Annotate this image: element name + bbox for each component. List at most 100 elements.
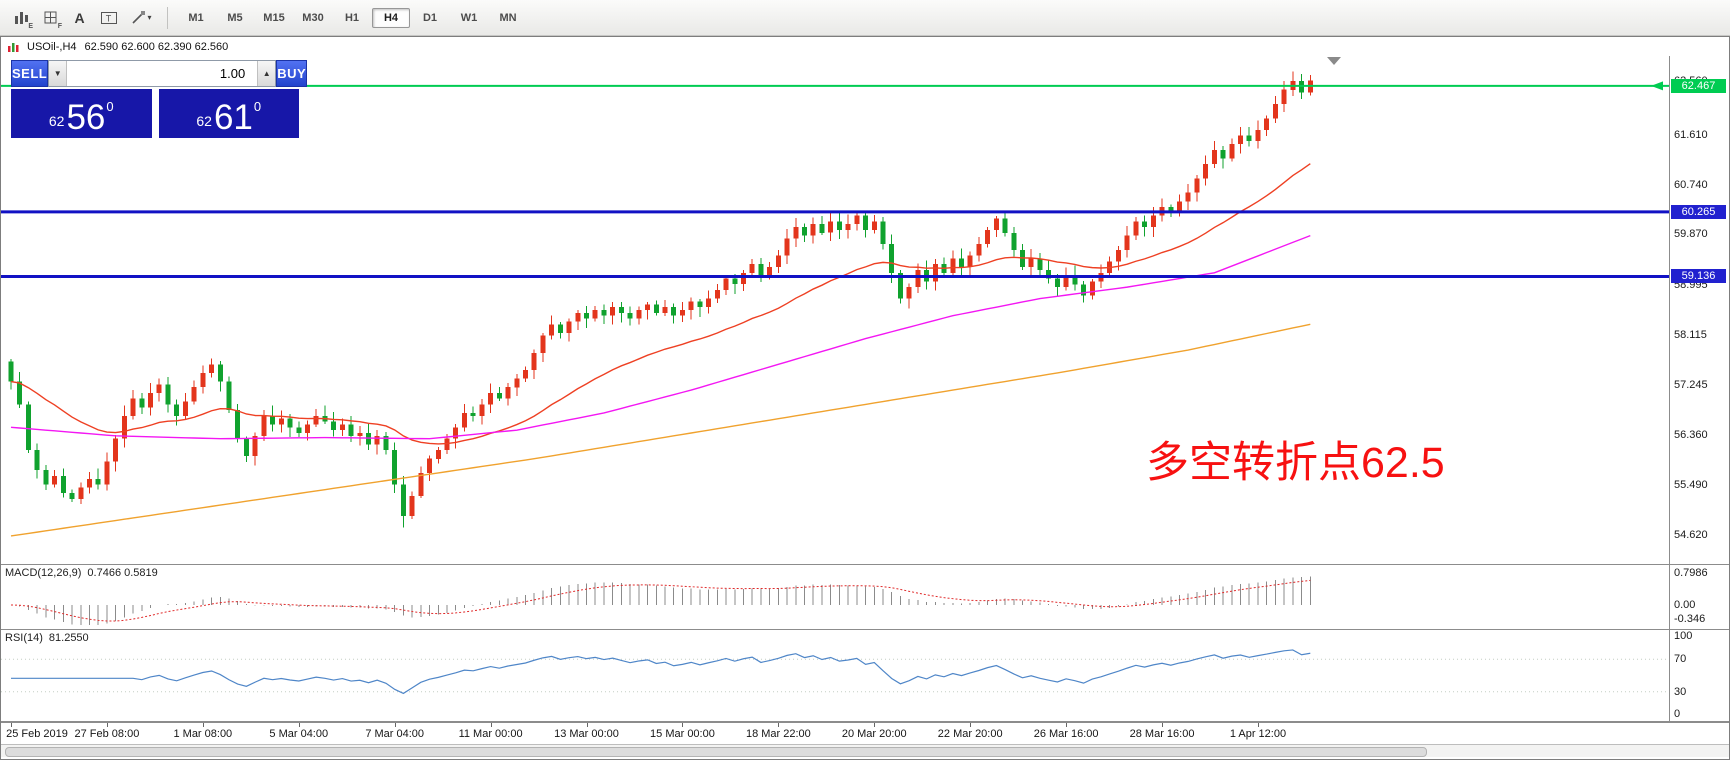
price-tag-60.265: 60.265 <box>1671 204 1726 219</box>
main-chart-panel[interactable]: SELL ▼ ▲ BUY 62 56 0 62 61 0 <box>1 56 1729 564</box>
grid-glyph <box>44 11 56 23</box>
time-axis[interactable]: 25 Feb 2019 27 Feb 08:00 1 Mar 08:00 5 Mar … <box>1 722 1729 744</box>
time-tick <box>106 723 108 727</box>
time-label: 15 Mar 00:00 <box>650 728 715 740</box>
price-axis-label: 57.245 <box>1674 378 1708 391</box>
time-label: 20 Mar 20:00 <box>841 728 907 740</box>
price-axis-label: 60.740 <box>1674 178 1708 191</box>
sell-button[interactable]: SELL <box>11 60 49 87</box>
price-axis-label: 58.115 <box>1674 328 1707 341</box>
rsi-axis[interactable]: 100 70 30 0 <box>1669 630 1729 721</box>
timeframe-button-group: M1 M5 M15 M30 H1 H4 D1 W1 MN <box>177 7 527 28</box>
buy-button[interactable]: BUY <box>276 60 308 87</box>
timeframe-button-H1[interactable]: H1 <box>344 11 360 24</box>
macd-axis-label: 0.7986 <box>1674 567 1708 580</box>
bid-price-display[interactable]: 62 56 0 <box>11 89 152 138</box>
mid-ma-line[interactable] <box>10 234 1311 440</box>
time-tick <box>1066 723 1068 727</box>
macd-panel[interactable]: MACD(12,26,9) 0.7466 0.5819 0.7986 0.00 -0.… <box>1 565 1729 629</box>
price-axis-label: 59.870 <box>1674 228 1708 241</box>
ask-big-digits: 61 <box>213 98 253 138</box>
price-axis-label: 54.620 <box>1674 528 1708 541</box>
order-row: SELL ▼ ▲ BUY <box>11 60 308 87</box>
volume-field-group: ▼ ▲ <box>48 60 277 87</box>
macd-histogram <box>19 576 1311 626</box>
scrollbar-thumb[interactable] <box>5 747 1427 757</box>
chevron-down-icon: ▾ <box>147 13 152 22</box>
time-label: 25 Feb 2019 <box>6 728 68 740</box>
time-label: 1 Mar 08:00 <box>173 728 233 740</box>
volume-decrease-button[interactable]: ▼ <box>49 61 68 86</box>
text-label-icon[interactable]: T <box>95 5 122 31</box>
tool-sub-label: F <box>57 22 62 30</box>
time-tick <box>298 723 300 727</box>
bar-chart-glyph <box>14 11 28 24</box>
text-box-glyph: T <box>100 11 117 24</box>
volume-input[interactable] <box>67 61 258 86</box>
time-tick <box>202 723 204 727</box>
quote-row: 62 56 0 62 61 0 <box>11 89 299 138</box>
hline-arrow-icon <box>1651 81 1663 91</box>
grid-f-icon[interactable]: F <box>37 5 64 31</box>
timeframe-button-M15[interactable]: M15 <box>263 11 285 24</box>
macd-axis[interactable]: 0.7986 0.00 -0.346 <box>1669 565 1729 629</box>
price-axis[interactable]: 62.56061.61060.74059.87058.99558.11557.2… <box>1669 56 1729 564</box>
price-tag-62.467: 62.467 <box>1671 78 1726 93</box>
time-tick <box>778 723 780 727</box>
timeframe-button-M1[interactable]: M1 <box>188 11 204 24</box>
candles <box>8 71 1313 528</box>
chart-ohlc-quote: 62.590 62.600 62.390 62.560 <box>84 40 229 53</box>
price-axis-label: 55.490 <box>1674 479 1708 492</box>
time-label: 28 Mar 16:00 <box>1129 728 1195 740</box>
macd-signal-line <box>10 579 1311 622</box>
time-label: 18 Mar 22:00 <box>745 728 811 740</box>
horizontal-scrollbar <box>1 744 1729 757</box>
slow-ma-line[interactable] <box>10 323 1311 537</box>
timeframe-button-W1[interactable]: W1 <box>460 11 478 24</box>
svg-text:T: T <box>105 13 111 23</box>
panel-divider[interactable] <box>1 629 1729 630</box>
chart-window: USOil-,H4 62.590 62.600 62.390 62.560 SE… <box>0 36 1730 760</box>
ask-sup-digit: 0 <box>253 99 262 114</box>
timeframe-button-H4[interactable]: H4 <box>372 7 410 28</box>
time-tick <box>970 723 972 727</box>
timeframe-button-M5[interactable]: M5 <box>227 11 243 24</box>
timeframe-button-D1[interactable]: D1 <box>422 11 438 24</box>
time-tick <box>490 723 492 727</box>
time-tick <box>874 723 876 727</box>
chart-symbol-title: USOil-,H4 <box>27 40 77 53</box>
rsi-panel[interactable]: RSI(14) 81.2550 100 70 30 0 <box>1 630 1729 721</box>
time-tick <box>11 723 12 727</box>
macd-axis-label: -0.346 <box>1674 612 1706 625</box>
font-a-icon[interactable]: A <box>74 9 85 26</box>
time-label: 26 Mar 16:00 <box>1033 728 1099 740</box>
timeframe-button-MN[interactable]: MN <box>499 11 517 24</box>
time-label: 13 Mar 00:00 <box>554 728 619 740</box>
bid-big-digits: 56 <box>66 98 106 138</box>
one-click-trading-panel: SELL ▼ ▲ BUY 62 56 0 62 61 0 <box>11 60 308 138</box>
chart-shift-marker[interactable] <box>1327 57 1341 65</box>
rsi-axis-label: 100 <box>1674 630 1693 642</box>
time-label: 27 Feb 08:00 <box>74 728 140 740</box>
rsi-axis-label: 70 <box>1674 653 1687 666</box>
panel-divider[interactable] <box>1 564 1729 565</box>
bull-bear-turning-point-annotation: 多空转折点62.5 <box>1146 439 1445 487</box>
bid-prefix: 62 <box>48 113 65 129</box>
macd-axis-label: 0.00 <box>1674 599 1696 611</box>
rsi-value: 81.2550 <box>48 632 89 644</box>
drawing-tools-icon[interactable]: ▾ <box>124 5 158 31</box>
volume-increase-button[interactable]: ▲ <box>257 61 276 86</box>
panel-divider <box>1 721 1729 722</box>
ask-price-display[interactable]: 62 61 0 <box>158 89 299 138</box>
time-tick <box>1257 723 1259 727</box>
rsi-label: RSI(14) 81.2550 <box>5 632 89 644</box>
fast-ma-line[interactable] <box>10 163 1311 445</box>
timeframe-button-M30[interactable]: M30 <box>302 11 324 24</box>
ask-prefix: 62 <box>196 113 212 129</box>
time-tick <box>586 723 588 727</box>
bar-chart-e-icon[interactable]: E <box>8 5 35 31</box>
price-axis-label: 56.360 <box>1674 429 1708 442</box>
rsi-axis-label: 0 <box>1674 708 1681 720</box>
chart-title-row: USOil-,H4 62.590 62.600 62.390 62.560 <box>1 37 1730 56</box>
rsi-axis-label: 30 <box>1674 685 1687 698</box>
